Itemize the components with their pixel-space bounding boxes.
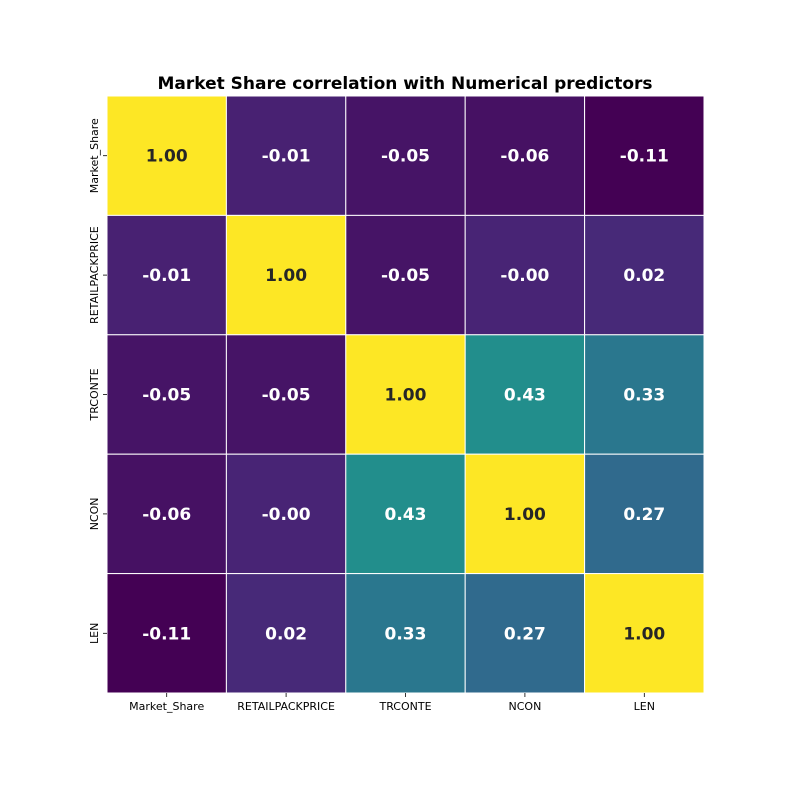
cell-value-label: -0.11 [620, 147, 669, 167]
y-tick-label: Market_Share [88, 118, 101, 193]
y-tick-label: LEN [88, 623, 101, 644]
cell-value-label: 1.00 [265, 266, 307, 286]
heatmap-cell [225, 334, 347, 455]
cell-value-label: -0.01 [142, 266, 191, 286]
chart-title: Market Share correlation with Numerical … [157, 74, 652, 94]
heatmap-cell [584, 214, 705, 336]
cell-value-label: 1.00 [385, 386, 427, 406]
x-tick-label: LEN [634, 700, 655, 713]
cell-value-label: 0.33 [623, 386, 665, 406]
y-tick-label: TRCONTE [88, 368, 101, 421]
x-axis: Market_Share RETAILPACKPRICE TRCONTE NCON LE… [129, 693, 655, 713]
heatmap-cell [584, 95, 705, 216]
cell-value-label: 0.43 [504, 386, 546, 406]
heatmap-cell [345, 334, 466, 455]
x-tick-label: TRCONTE [378, 700, 431, 713]
heatmap-cell [225, 453, 347, 575]
heatmap-cell [464, 95, 586, 216]
cell-value-label: -0.05 [142, 386, 191, 406]
y-axis: Market_Share RETAILPACKPRICE TRCONTE NCON LE… [88, 118, 107, 644]
heatmap-cell [106, 95, 227, 216]
cell-value-label: -0.06 [500, 147, 549, 167]
cell-value-label: -0.06 [142, 505, 191, 525]
cell-value-label: -0.01 [262, 147, 311, 167]
heatmap-cell [106, 573, 227, 694]
y-tick-label: NCON [88, 498, 101, 531]
cell-value-label: 0.27 [504, 624, 546, 644]
x-tick-label: NCON [509, 700, 542, 713]
heatmap-cell [106, 214, 227, 336]
cell-value-label: 1.00 [623, 624, 665, 644]
cell-value-label: -0.00 [500, 266, 549, 286]
cell-value-label: 1.00 [504, 505, 546, 525]
cell-value-label: 0.43 [385, 505, 427, 525]
cell-value-label: 0.27 [623, 505, 665, 525]
cell-value-label: 0.02 [623, 266, 665, 286]
cell-value-label: -0.11 [142, 624, 191, 644]
heatmap-cell [464, 334, 586, 455]
cell-value-label: -0.05 [262, 386, 311, 406]
heatmap-cell [584, 334, 705, 455]
heatmap-cells: 1.00 -0.01 -0.05 -0.06 -0.11 -0.01 1.00 -0.05 -0… [106, 95, 705, 694]
heatmap-cell [584, 453, 705, 575]
cell-value-label: -0.00 [262, 505, 311, 525]
cell-value-label: 0.02 [265, 624, 307, 644]
heatmap-cell [345, 95, 466, 216]
heatmap-cell [225, 95, 347, 216]
cell-value-label: -0.05 [381, 147, 430, 167]
cell-value-label: -0.05 [381, 266, 430, 286]
heatmap-cell [584, 573, 705, 694]
heatmap-cell [225, 573, 347, 694]
x-tick-label: RETAILPACKPRICE [237, 700, 335, 713]
x-tick-label: Market_Share [129, 700, 204, 713]
heatmap-cell [345, 214, 466, 336]
y-tick-label: RETAILPACKPRICE [88, 226, 101, 324]
cell-value-label: 1.00 [146, 147, 188, 167]
heatmap-cell [345, 453, 466, 575]
cell-value-label: 0.33 [385, 624, 427, 644]
heatmap-cell [345, 573, 466, 694]
heatmap-cell [464, 453, 586, 575]
